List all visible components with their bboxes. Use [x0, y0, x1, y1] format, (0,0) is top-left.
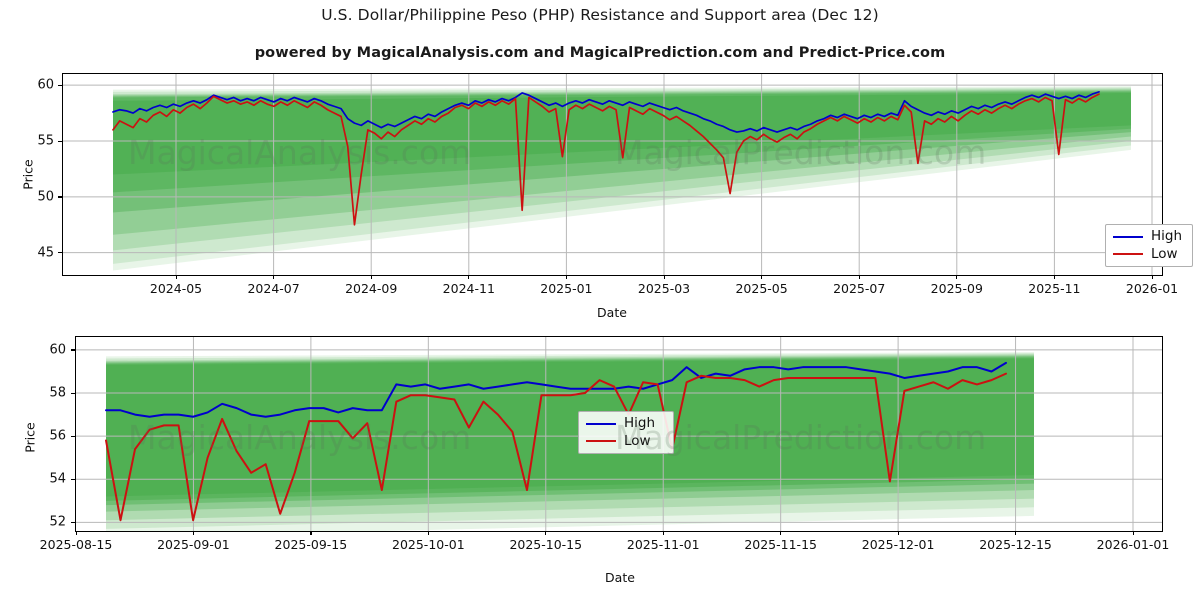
zoom-x-tick: 2025-11-01 — [626, 537, 700, 552]
overview-plot-svg — [63, 74, 1162, 275]
zoom-x-tickmark — [780, 531, 782, 535]
overview-y-tick: 50 — [37, 189, 54, 205]
zoom-x-tickmark — [75, 531, 77, 535]
zoom-x-axis-label: Date — [605, 570, 635, 585]
overview-x-tick: 2024-09 — [345, 281, 398, 296]
zoom-plot-svg — [76, 337, 1162, 531]
overview-y-tickmark — [58, 196, 62, 198]
overview-x-tick: 2026-01 — [1125, 281, 1179, 296]
zoom-x-tick: 2025-12-01 — [861, 537, 935, 552]
overview-chart-panel — [62, 73, 1163, 276]
zoom-x-tickmark — [310, 531, 312, 535]
overview-y-axis-label: Price — [20, 159, 36, 190]
overview-x-tickmark — [1053, 275, 1056, 279]
page-subtitle: powered by MagicalAnalysis.com and Magic… — [254, 45, 946, 61]
overview-y-tickmark — [58, 252, 62, 254]
overview-x-axis-label: Date — [597, 305, 627, 320]
zoom-x-tick: 2025-09-01 — [157, 537, 230, 552]
zoom-y-tickmark — [71, 521, 75, 524]
overview-x-tickmark — [468, 275, 470, 279]
zoom-x-tickmark — [662, 531, 664, 535]
overview-x-tickmark — [1151, 275, 1153, 279]
overview-x-tick: 2025-11 — [1028, 281, 1081, 296]
legend-label-low: Low — [624, 432, 651, 449]
zoom-y-tick: 54 — [49, 471, 66, 487]
overview-y-tick: 45 — [37, 245, 54, 261]
legend-label-high: High — [1151, 228, 1183, 244]
zoom-plot-area — [75, 336, 1163, 532]
legend-row-high: High — [1113, 228, 1183, 244]
overview-x-tickmark — [858, 275, 860, 279]
overview-x-tick: 2025-09 — [930, 281, 983, 296]
overview-y-tick: 60 — [37, 77, 54, 93]
zoom-x-tick: 2025-10-15 — [509, 537, 583, 552]
legend-label-low: Low — [1151, 245, 1178, 262]
legend-row-low: Low — [586, 432, 664, 449]
overview-x-tickmark — [761, 275, 763, 279]
overview-y-tick: 55 — [37, 133, 54, 149]
zoom-x-tick: 2025-10-01 — [392, 537, 465, 552]
overview-x-tick: 2024-05 — [149, 281, 203, 296]
overview-x-tickmark — [663, 275, 665, 279]
overview-legend: High Low — [1105, 224, 1193, 267]
overview-y-tickmark — [58, 140, 62, 142]
overview-x-tickmark — [370, 275, 372, 279]
overview-x-tick: 2025-07 — [833, 281, 886, 296]
legend-line-low — [1113, 253, 1143, 256]
zoom-y-tick: 60 — [49, 342, 66, 358]
overview-x-tickmark — [273, 275, 275, 279]
zoom-y-tick: 56 — [49, 428, 66, 444]
legend-row-high: High — [586, 415, 664, 431]
legend-row-low: Low — [1113, 245, 1183, 262]
overview-x-tick: 2025-03 — [637, 281, 691, 296]
zoom-x-tick: 2025-08-15 — [39, 537, 113, 552]
overview-x-tick: 2024-11 — [442, 281, 495, 296]
zoom-y-tick: 58 — [49, 385, 66, 401]
zoom-x-tick: 2025-11-15 — [744, 537, 817, 552]
zoom-y-tick: 52 — [49, 514, 66, 530]
zoom-x-tickmark — [1015, 531, 1017, 535]
legend-line-high — [586, 422, 616, 425]
page-title: U.S. Dollar/Philippine Peso (PHP) Resist… — [321, 6, 879, 24]
legend-line-high — [1113, 235, 1143, 238]
zoom-x-tickmark — [897, 531, 899, 535]
zoom-y-tickmark — [71, 435, 75, 437]
overview-x-tickmark — [175, 275, 177, 279]
zoom-x-tickmark — [545, 531, 547, 535]
zoom-y-tickmark — [71, 392, 75, 394]
overview-x-tick: 2024-07 — [247, 281, 300, 296]
zoom-legend: High Low — [578, 411, 674, 454]
overview-x-tickmark — [565, 275, 568, 279]
overview-y-tickmark — [58, 84, 62, 86]
zoom-x-tick: 2025-09-15 — [274, 537, 348, 552]
zoom-y-axis-label: Price — [22, 422, 38, 453]
zoom-x-tick: 2026-01-01 — [1096, 537, 1170, 552]
legend-label-high: High — [624, 415, 656, 431]
overview-x-tick: 2025-05 — [735, 281, 788, 296]
zoom-x-tickmark — [1132, 531, 1134, 535]
overview-x-tick: 2025-01 — [540, 281, 593, 296]
zoom-x-tick: 2025-12-15 — [979, 537, 1052, 552]
zoom-x-tickmark — [427, 531, 430, 535]
zoom-y-tickmark — [71, 349, 75, 351]
overview-x-tickmark — [956, 275, 958, 279]
overview-plot-area — [62, 73, 1163, 276]
zoom-chart-panel — [75, 336, 1163, 532]
zoom-y-tickmark — [71, 478, 75, 480]
zoom-x-tickmark — [192, 531, 195, 535]
legend-line-low — [586, 440, 616, 443]
